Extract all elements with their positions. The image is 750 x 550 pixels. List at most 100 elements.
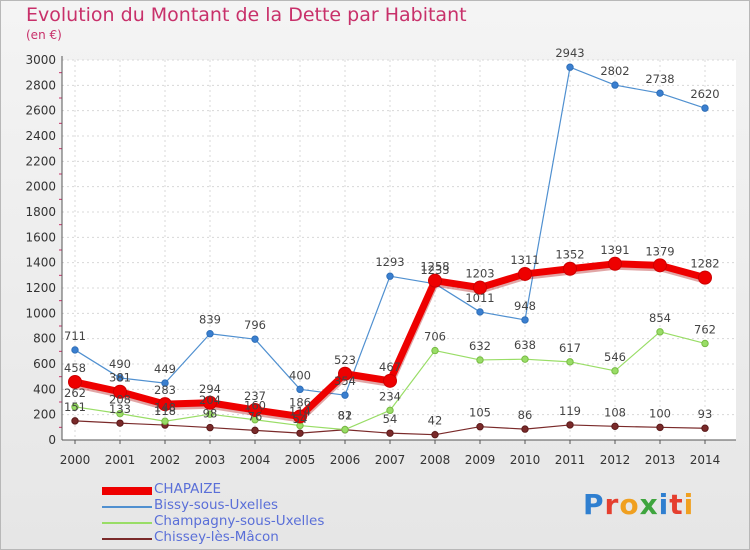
y-tick-label: 1000 [25, 306, 56, 320]
data-point [701, 424, 709, 432]
data-label: 82 [338, 409, 353, 423]
data-point [116, 374, 124, 382]
legend-item: Champagny-sous-Uxelles [102, 513, 402, 531]
data-label: 160 [244, 399, 266, 413]
data-point [296, 385, 304, 394]
data-label: 294 [199, 382, 221, 396]
data-label: 100 [649, 406, 671, 420]
legend-swatch [102, 506, 152, 508]
x-tick-label: 2002 [150, 453, 181, 467]
plot-area [62, 60, 736, 440]
legend-item: CHAPAIZE [102, 481, 402, 499]
data-label: 148 [154, 400, 176, 414]
data-point [158, 397, 172, 412]
data-label: 1293 [375, 255, 404, 269]
chart-subtitle: (en €) [26, 28, 62, 42]
legend-swatch [102, 522, 152, 524]
legend-swatch [102, 538, 152, 540]
x-tick-label: 2000 [60, 453, 91, 467]
logo-letter: r [604, 488, 620, 521]
data-point [608, 256, 622, 271]
data-label: 1258 [420, 260, 449, 274]
data-point [116, 409, 124, 418]
x-tick-label: 2013 [645, 453, 676, 467]
y-tick-label: 1600 [25, 230, 56, 244]
x-tick-label: 2009 [465, 453, 496, 467]
data-point [203, 395, 217, 410]
data-point [341, 391, 349, 399]
data-point [293, 409, 307, 424]
data-label: 381 [109, 371, 131, 385]
data-point [113, 384, 127, 399]
data-point [71, 417, 79, 425]
legend-label: Bissy-sous-Uxelles [154, 497, 279, 513]
data-point [566, 63, 574, 71]
data-point [206, 410, 214, 418]
data-point [701, 104, 709, 112]
data-label: 119 [559, 404, 581, 418]
data-label: 81 [338, 409, 353, 423]
data-label: 1011 [465, 291, 494, 305]
data-label: 118 [154, 404, 176, 418]
data-point [71, 346, 79, 354]
x-tick-label: 2005 [285, 453, 316, 467]
data-point [161, 417, 169, 425]
x-tick-label: 2010 [510, 453, 541, 467]
x-tick-label: 2007 [375, 453, 406, 467]
data-point [386, 429, 394, 437]
data-label: 262 [64, 386, 86, 400]
data-label: 1282 [690, 257, 719, 271]
data-label: 2620 [690, 87, 719, 101]
data-label: 762 [694, 322, 716, 336]
data-point [116, 419, 124, 427]
x-tick-label: 2003 [195, 453, 226, 467]
data-point [656, 328, 664, 336]
y-tick-label: 800 [33, 332, 56, 346]
y-tick-label: 1800 [25, 205, 56, 219]
data-label: 1352 [555, 248, 584, 262]
data-label: 208 [109, 393, 131, 407]
y-tick-label: 1400 [25, 256, 56, 270]
data-point [566, 421, 574, 429]
data-point [248, 402, 262, 417]
x-tick-label: 2006 [330, 453, 361, 467]
x-tick-label: 2008 [420, 453, 451, 467]
data-label: 86 [518, 408, 533, 422]
data-point [71, 403, 79, 411]
data-point [611, 81, 619, 89]
line-chart: 0 200 400 600 800 1000 1200 1400 1600 1800 2000 220… [25, 46, 736, 467]
data-point [476, 356, 484, 364]
data-point [341, 425, 349, 434]
legend: CHAPAIZE Bissy-sous-Uxelles Champagny-sous… [102, 481, 402, 547]
y-tick-label: 0 [48, 433, 56, 447]
data-point [386, 406, 394, 415]
data-label: 617 [559, 341, 581, 355]
data-point [521, 355, 529, 363]
y-tick-label: 2000 [25, 180, 56, 194]
data-point [296, 429, 304, 437]
data-point [338, 366, 352, 381]
data-point [563, 261, 577, 276]
data-label: 204 [199, 393, 221, 407]
data-label: 186 [289, 395, 311, 409]
data-label: 2943 [555, 46, 584, 60]
data-label: 1391 [600, 243, 629, 257]
y-tick-label: 3000 [25, 53, 56, 67]
x-tick-label: 2011 [555, 453, 586, 467]
data-label: 237 [244, 389, 266, 403]
data-point [428, 273, 442, 288]
logo-letter: t [669, 488, 684, 521]
data-label: 1203 [465, 267, 494, 281]
data-point [656, 89, 664, 97]
data-label: 76 [248, 409, 263, 423]
data-label: 42 [428, 414, 443, 428]
data-point [383, 373, 397, 388]
y-tick-label: 2600 [25, 104, 56, 118]
data-point [653, 258, 667, 273]
data-label: 98 [203, 407, 218, 421]
data-label: 400 [289, 368, 311, 382]
data-label: 449 [154, 362, 176, 376]
data-point [251, 426, 259, 435]
data-point [476, 423, 484, 431]
data-point [386, 272, 394, 280]
